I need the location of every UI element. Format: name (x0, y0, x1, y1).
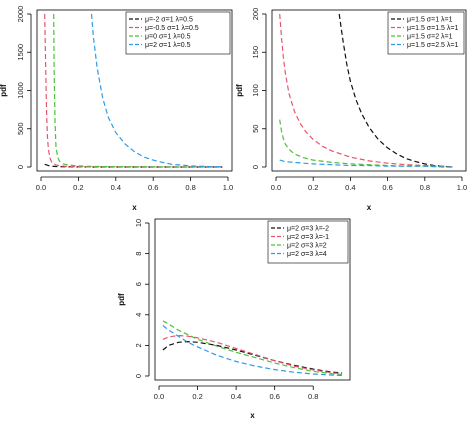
y-axis-title: pdf (235, 84, 244, 97)
series-lines (279, 13, 453, 168)
legend-box (267, 220, 349, 264)
x-tick-label: 0.4 (345, 183, 355, 192)
plot-frame (271, 9, 467, 172)
plot-frame (154, 218, 351, 381)
legend: μ=2 σ=3 λ=-2μ=2 σ=3 λ=-1 μ=2 σ=3 λ=2μ=2 σ… (267, 220, 349, 264)
legend-entry: μ=1.5 σ=2 λ=1 (407, 34, 453, 41)
y-tick-label: 1000 (16, 82, 25, 99)
y-tick-label: 0 (16, 165, 25, 169)
x-tick-label: 0.2 (308, 183, 318, 192)
series-lines (44, 13, 223, 168)
series-lines (162, 320, 343, 377)
y-tick-label: 8 (134, 252, 143, 256)
chart-panel-2: 0.0 0.2 0.4 0.6 0.8 1.0 0 50 100 150 200 x pdf μ=1.5 … (235, 8, 467, 212)
x-tick-label: 0.2 (192, 392, 202, 401)
legend-box (387, 11, 465, 55)
legend-entry: μ=2 σ=1 λ=0.5 (145, 42, 191, 49)
legend: μ=1.5 σ=1 λ=1μ=1.5 σ=1.5 λ=1 μ=1.5 σ=2 λ=… (387, 11, 465, 55)
y-tick-label: 2 (134, 343, 143, 347)
x-tick-label: 0.2 (73, 183, 83, 192)
y-tick-label: 4 (134, 313, 143, 317)
x-tick-label: 0.6 (382, 183, 392, 192)
y-axis-title: pdf (0, 84, 8, 97)
y-tick-label: 2000 (16, 6, 25, 23)
y-tick-label: 0 (251, 165, 260, 169)
x-tick-label: 0.8 (185, 183, 195, 192)
x-axis-title: x (250, 411, 255, 420)
x-tick-label: 0.4 (231, 392, 241, 401)
y-tick-label: 150 (251, 46, 260, 59)
legend-entry: μ=1.5 σ=2.5 λ=1 (407, 42, 458, 49)
x-tick-label: 0.8 (420, 183, 430, 192)
legend-entry: μ=-0.5 σ=1 λ=0.5 (145, 25, 199, 32)
legend-entry: μ=2 σ=3 λ=2 (287, 243, 327, 250)
series-line-2 (279, 13, 453, 168)
y-tick-label: 6 (134, 282, 143, 286)
series-line-3 (53, 13, 223, 168)
plot-frame (36, 9, 233, 172)
legend-entry: μ=2 σ=3 λ=-2 (287, 226, 329, 233)
y-tick-label: 100 (251, 84, 260, 97)
series-line-4 (90, 13, 223, 168)
x-tick-label: 0.0 (271, 183, 281, 192)
y-tick-label: 10 (134, 219, 143, 227)
x-tick-label: 1.0 (457, 183, 467, 192)
series-line-1 (44, 163, 223, 168)
x-tick-label: 0.8 (308, 392, 318, 401)
legend-entry: μ=-2 σ=1 λ=0.5 (145, 17, 193, 24)
series-line-3 (279, 119, 453, 168)
x-tick-label: 0.0 (36, 183, 46, 192)
y-tick-label: 50 (251, 125, 260, 133)
x-axis-title: x (367, 203, 372, 212)
chart-panel-1: 0.0 0.2 0.4 0.6 0.8 1.0 0 500 1000 1500 2000 x pdf μ=… (0, 6, 233, 212)
x-tick-label: 0.4 (111, 183, 121, 192)
y-tick-label: 1500 (16, 44, 25, 61)
y-axis-title: pdf (117, 293, 126, 306)
series-line-4 (162, 325, 343, 377)
legend-entry: μ=2 σ=3 λ=4 (287, 251, 327, 258)
legend-entry: μ=1.5 σ=1 λ=1 (407, 17, 453, 24)
x-tick-label: 0.6 (148, 183, 158, 192)
series-line-1 (162, 340, 343, 374)
legend-entry: μ=1.5 σ=1.5 λ=1 (407, 25, 458, 32)
x-tick-label: 1.0 (223, 183, 233, 192)
legend-entry: μ=2 σ=3 λ=-1 (287, 234, 329, 241)
x-tick-label: 0.0 (154, 392, 164, 401)
legend-entry: μ=0 σ=1 λ=0.5 (145, 34, 191, 41)
y-tick-label: 200 (251, 8, 260, 21)
legend: μ=-2 σ=1 λ=0.5μ=-0.5 σ=1 λ=0.5 μ=0 σ=1 λ=… (125, 11, 231, 55)
series-line-4 (279, 159, 453, 168)
y-tick-label: 500 (16, 122, 25, 135)
x-axis-title: x (132, 203, 137, 212)
x-tick-label: 0.6 (269, 392, 279, 401)
series-line-3 (162, 320, 343, 376)
y-tick-label: 0 (134, 374, 143, 378)
series-line-1 (338, 13, 453, 168)
series-line-2 (162, 334, 343, 375)
legend-box (125, 11, 231, 55)
